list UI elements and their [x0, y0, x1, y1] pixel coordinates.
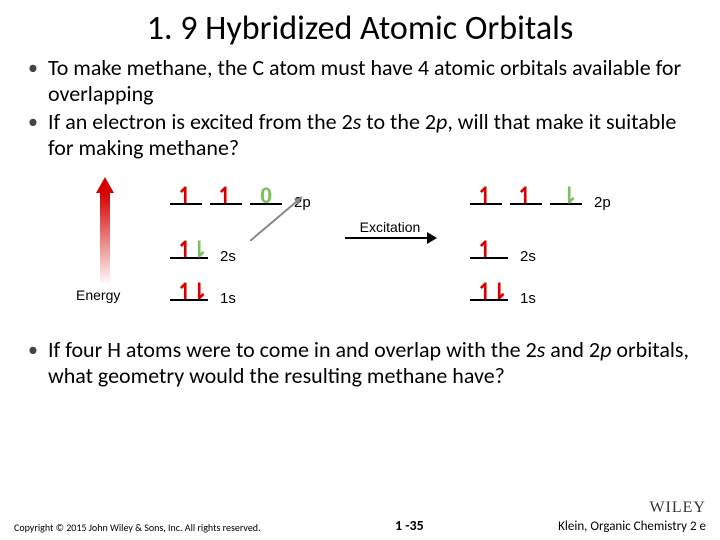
bullet-3-text: If four H atoms were to come in and over…: [48, 337, 696, 389]
orbital-2p: ↿: [210, 175, 242, 205]
energy-arrow-icon: [98, 177, 112, 285]
text-frag: to the 2: [361, 108, 436, 135]
bullet-dot: •: [28, 55, 38, 107]
orbital-2s: ↿ ⇂: [170, 229, 208, 259]
book-reference: Klein, Organic Chemistry 2 e: [558, 519, 706, 534]
orbital-2p: ↿: [470, 175, 502, 205]
label-2s: 2s: [220, 248, 236, 265]
orbital-diagram: Energy ↿ ↿ 0 2p ↿ ⇂ 2s ↿ ⇂ 1s: [0, 175, 720, 315]
row-1s: ↿ ⇂ 1s: [470, 271, 516, 301]
orbital-2p: ↿: [170, 175, 202, 205]
electron-vacant-icon: 0: [260, 185, 272, 207]
text-frag: If an electron is excited from the 2: [48, 108, 353, 135]
row-2s: ↿ ⇂ 2s: [170, 229, 216, 259]
label-1s: 1s: [520, 290, 536, 307]
electron-down-icon: ⇂: [190, 239, 208, 261]
label-1s: 1s: [220, 290, 236, 307]
label-2s: 2s: [520, 248, 536, 265]
page-title: 1. 9 Hybridized Atomic Orbitals: [0, 0, 720, 55]
row-2p: ↿ ↿ ⇂ 2p: [470, 175, 590, 205]
orbital-2p: 0: [250, 175, 282, 205]
copyright-text: Copyright © 2015 John Wiley & Sons, Inc.…: [14, 521, 261, 534]
bullet-2: • If an electron is excited from the 2s …: [28, 109, 696, 161]
electron-up-icon: ↿: [216, 185, 234, 207]
row-2s: ↿ 2s: [470, 229, 516, 259]
excitation-arrow: Excitation: [340, 219, 440, 239]
text-italic: p: [600, 336, 611, 363]
bullet-1: • To make methane, the C atom must have …: [28, 55, 696, 107]
label-2p: 2p: [594, 194, 611, 211]
bullet-1-text: To make methane, the C atom must have 4 …: [48, 55, 696, 107]
wiley-logo: WILEY: [558, 499, 706, 517]
bullets-top: • To make methane, the C atom must have …: [0, 55, 720, 161]
right-arrow-icon: [345, 237, 435, 239]
electron-up-icon: ↿: [476, 185, 494, 207]
bullet-2-text: If an electron is excited from the 2s to…: [48, 109, 696, 161]
excitation-label: Excitation: [340, 219, 440, 235]
footer: Copyright © 2015 John Wiley & Sons, Inc.…: [0, 499, 720, 534]
energy-label: Energy: [76, 287, 120, 303]
electron-up-icon: ↿: [516, 185, 534, 207]
row-1s: ↿ ⇂ 1s: [170, 271, 216, 301]
text-frag: If four H atoms were to come in and over…: [48, 336, 537, 363]
row-2p: ↿ ↿ 0 2p: [170, 175, 290, 205]
label-2p: 2p: [294, 194, 311, 211]
electron-up-icon: ↿: [176, 185, 194, 207]
orbital-2p: ↿: [510, 175, 542, 205]
orbital-1s: ↿ ⇂: [170, 271, 208, 301]
electron-down-icon: ⇂: [190, 281, 208, 303]
bullet-dot: •: [28, 337, 38, 389]
text-frag: and 2: [545, 336, 600, 363]
orbital-2s: ↿: [470, 229, 508, 259]
bullet-3: • If four H atoms were to come in and ov…: [28, 337, 696, 389]
text-italic: p: [436, 108, 447, 135]
electron-up-icon: ↿: [476, 239, 494, 261]
bullet-dot: •: [28, 109, 38, 161]
page-number: 1 -35: [395, 517, 424, 534]
electron-down-icon: ⇂: [560, 185, 578, 207]
orbital-1s: ↿ ⇂: [470, 271, 508, 301]
orbital-2p: ⇂: [550, 175, 582, 205]
electron-down-icon: ⇂: [490, 281, 508, 303]
bullets-bottom: • If four H atoms were to come in and ov…: [0, 337, 720, 389]
